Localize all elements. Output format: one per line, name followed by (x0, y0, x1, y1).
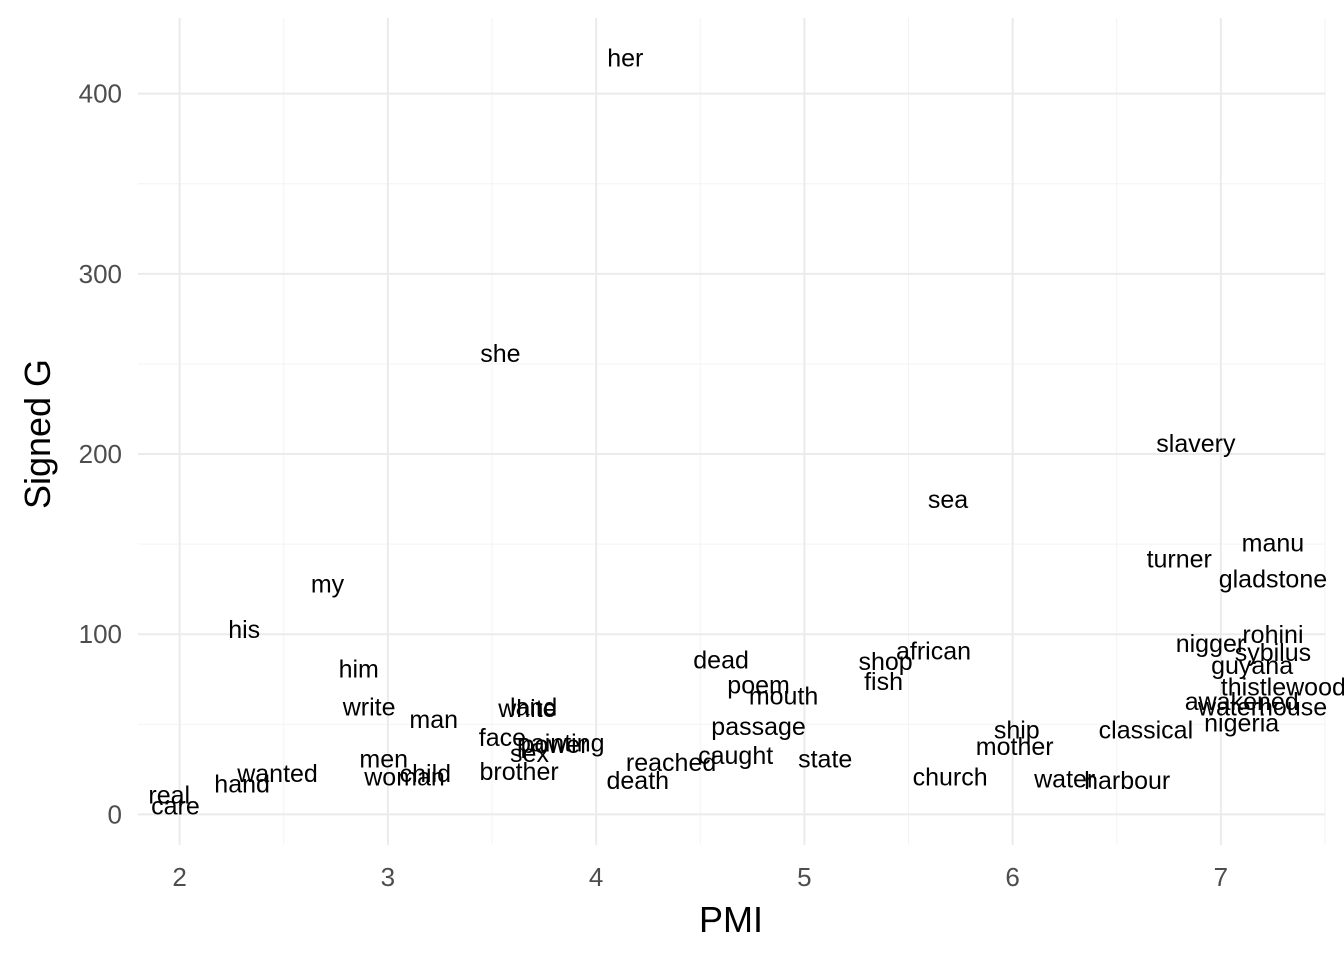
point-label: mouth (749, 682, 818, 710)
x-tick-label: 3 (381, 862, 395, 892)
point-label: land (510, 693, 557, 721)
point-label: my (311, 571, 345, 599)
point-label: painting (517, 729, 605, 757)
x-tick-label: 5 (797, 862, 811, 892)
point-label: child (400, 760, 451, 788)
point-label: turner (1147, 546, 1212, 574)
point-label: her (607, 45, 643, 73)
point-label: sex (510, 740, 549, 768)
point-label: caught (698, 742, 773, 770)
point-label: nigeria (1204, 709, 1279, 737)
point-label: sea (928, 486, 968, 514)
point-label: guyana (1211, 652, 1293, 680)
point-label: death (607, 767, 670, 795)
point-label: church (913, 764, 988, 792)
point-label: real (148, 782, 190, 810)
y-tick-label: 400 (79, 79, 122, 109)
point-label: nigger (1176, 630, 1246, 658)
point-label: his (228, 616, 260, 644)
point-label: man (409, 706, 458, 734)
point-label: state (798, 746, 852, 774)
point-label: she (480, 340, 520, 368)
point-label: classical (1099, 717, 1193, 745)
point-label: sybilus (1235, 639, 1311, 667)
point-label: shop (858, 648, 912, 676)
point-label: mother (976, 733, 1054, 761)
point-label: hand (214, 771, 270, 799)
point-label: manu (1242, 529, 1305, 557)
x-tick-label: 2 (172, 862, 186, 892)
point-label: care (151, 792, 200, 820)
y-tick-label: 0 (108, 799, 122, 829)
point-label: write (342, 693, 396, 721)
point-label: african (896, 637, 971, 665)
point-label: waterhouse (1197, 693, 1327, 721)
point-label: slavery (1156, 430, 1236, 458)
point-label: harbour (1084, 767, 1170, 795)
point-label: poem (727, 672, 790, 700)
point-label: rohini (1242, 621, 1303, 649)
point-label: fish (864, 668, 903, 696)
point-label: gladstone (1219, 565, 1327, 593)
point-label: thistlewood (1221, 673, 1344, 701)
y-axis-title: Signed G (17, 359, 58, 509)
point-label: wanted (236, 760, 318, 788)
y-tick-label: 100 (79, 619, 122, 649)
point-label: him (339, 655, 379, 683)
point-label: power (520, 731, 588, 759)
point-label: passage (711, 713, 806, 741)
x-axis-title: PMI (699, 899, 763, 940)
point-label: men (359, 746, 408, 774)
x-tick-label: 4 (589, 862, 603, 892)
y-tick-label: 300 (79, 259, 122, 289)
point-label: white (497, 695, 556, 723)
x-tick-label: 7 (1214, 862, 1228, 892)
point-label: face (479, 724, 526, 752)
point-label: woman (363, 764, 445, 792)
point-label: awakened (1185, 688, 1299, 716)
tick-labels: 2 3 4 5 6 7 0 100 200 300 400 (79, 79, 1229, 892)
point-label: water (1033, 765, 1095, 793)
point-label: ship (994, 717, 1040, 745)
x-tick-label: 6 (1005, 862, 1019, 892)
point-label: brother (479, 758, 558, 786)
grid (138, 18, 1326, 845)
y-tick-label: 200 (79, 439, 122, 469)
point-label: reached (626, 749, 716, 777)
point-label: dead (693, 646, 749, 674)
